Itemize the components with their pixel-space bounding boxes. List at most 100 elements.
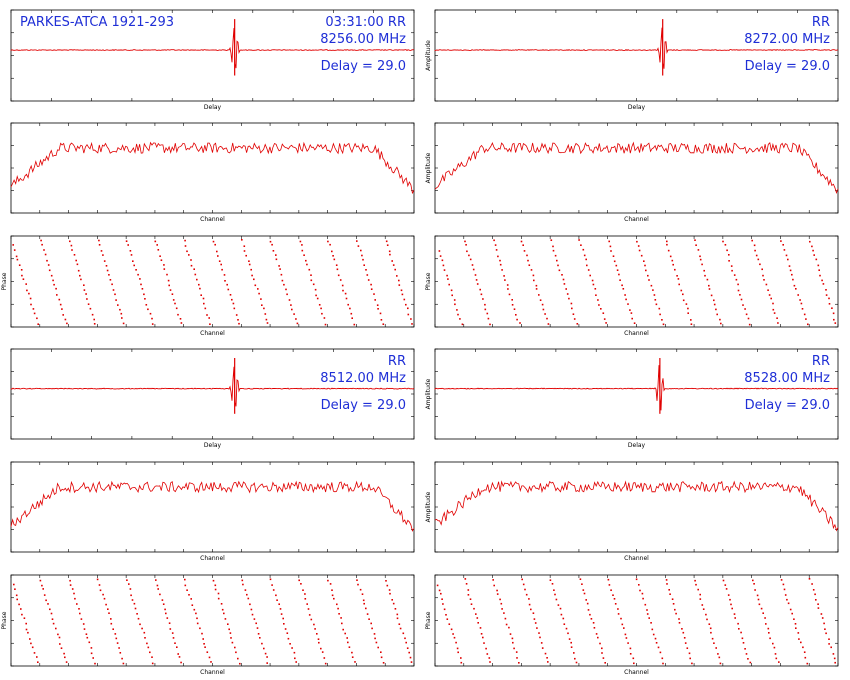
phase-point xyxy=(520,240,523,243)
panel-delay: Delay RR 8512.00 MHz Delay = 29.0 xyxy=(10,348,415,449)
phase-point xyxy=(672,603,675,605)
phase-point xyxy=(195,612,197,615)
phase-point xyxy=(820,613,823,615)
phase-point xyxy=(638,584,640,586)
phase-point xyxy=(554,254,557,257)
phase-point xyxy=(535,288,538,290)
phase-point xyxy=(492,579,494,581)
phase-point xyxy=(53,283,55,286)
phase-point xyxy=(447,278,449,280)
phase-point xyxy=(224,280,226,282)
delay-value-label: Delay = 29.0 xyxy=(321,59,406,74)
phase-point xyxy=(624,633,627,636)
phase-point xyxy=(363,602,365,605)
phase-point xyxy=(706,618,708,621)
phase-point xyxy=(559,607,562,610)
phase-point xyxy=(519,322,521,324)
phase-point xyxy=(214,584,217,587)
phase-point xyxy=(507,288,509,290)
phase-point xyxy=(570,641,572,644)
phase-point xyxy=(385,580,387,582)
phase-point xyxy=(561,274,563,276)
phase-point xyxy=(269,578,272,581)
phase-point xyxy=(22,278,25,280)
phase-point xyxy=(57,633,59,636)
polarisation-label: RR xyxy=(812,15,830,30)
phase-point xyxy=(708,288,711,290)
phase-point xyxy=(454,303,456,306)
phase-point xyxy=(475,613,477,615)
phase-point xyxy=(64,656,66,659)
phase-point xyxy=(780,579,783,581)
phase-point xyxy=(735,278,738,281)
phase-point xyxy=(552,249,555,252)
phase-point xyxy=(151,662,154,665)
phase-point xyxy=(400,289,403,292)
phase-point xyxy=(223,612,225,615)
phase-point xyxy=(42,588,44,590)
phase-point xyxy=(737,289,740,292)
phase-point xyxy=(798,638,800,640)
phase-point xyxy=(603,318,606,320)
phase-point xyxy=(44,253,47,256)
phase-point xyxy=(715,647,717,649)
phase-point xyxy=(453,299,456,301)
phase-point xyxy=(780,240,782,242)
phase-point xyxy=(651,628,654,631)
phase-point xyxy=(218,260,221,262)
phase-point xyxy=(703,269,705,272)
phase-point xyxy=(368,618,370,620)
phase-point xyxy=(562,278,565,281)
phase-point xyxy=(539,636,541,639)
phase-point xyxy=(797,294,799,296)
phase-point xyxy=(353,323,356,326)
phase-point xyxy=(166,617,169,619)
phase-point xyxy=(684,642,687,644)
phase-point xyxy=(151,656,153,658)
phase-point xyxy=(719,662,722,665)
phase-point xyxy=(293,313,295,315)
phase-point xyxy=(762,612,764,614)
phase-point xyxy=(791,273,793,276)
phase-point xyxy=(688,652,691,655)
phase-point xyxy=(184,245,187,247)
phase-point xyxy=(98,244,101,246)
phase-point xyxy=(631,317,633,320)
phase-point xyxy=(772,642,774,645)
phase-point xyxy=(817,264,820,267)
phase-point xyxy=(370,288,373,290)
phase-point xyxy=(217,597,220,600)
phase-point xyxy=(737,622,739,625)
phase-point xyxy=(828,297,830,300)
x-axis-label: Channel xyxy=(624,216,649,223)
phase-point xyxy=(87,303,90,305)
phase-point xyxy=(533,618,536,620)
phase-point xyxy=(141,288,144,290)
phase-point xyxy=(279,268,281,270)
phase-point xyxy=(154,240,157,243)
phase-point xyxy=(812,249,814,252)
phase-point xyxy=(641,592,644,595)
phase-point xyxy=(208,317,210,319)
phase-point xyxy=(694,579,696,582)
phase-point xyxy=(607,578,610,581)
phase-point xyxy=(719,318,721,321)
phase-point xyxy=(166,273,168,276)
phase-point xyxy=(304,598,307,600)
phase-point xyxy=(834,661,836,664)
phase-point xyxy=(340,617,342,619)
phase-point xyxy=(572,313,575,315)
phase-point xyxy=(306,603,308,605)
phase-point xyxy=(451,294,453,297)
phase-point xyxy=(396,613,399,616)
phase-point xyxy=(39,579,42,582)
phase-point xyxy=(366,274,369,276)
phase-point xyxy=(217,255,219,257)
phase-point xyxy=(731,269,733,272)
phase-point xyxy=(772,308,775,311)
phase-point xyxy=(344,292,347,295)
phase-point xyxy=(163,264,165,266)
phase-point xyxy=(438,250,441,252)
phase-point xyxy=(532,612,535,614)
phase-point xyxy=(499,259,501,262)
